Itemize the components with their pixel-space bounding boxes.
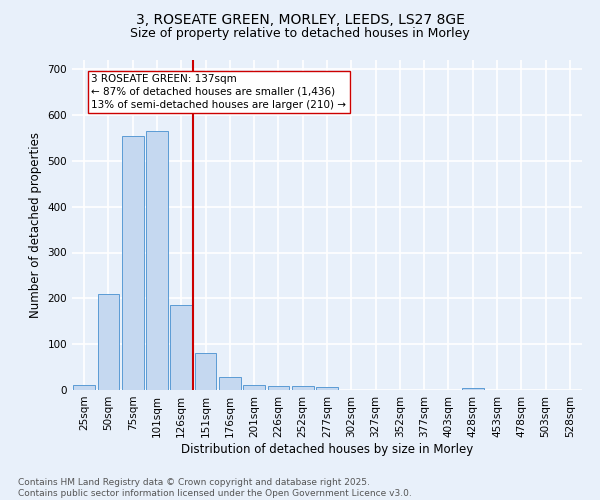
Bar <box>243 386 265 390</box>
Bar <box>219 377 241 390</box>
Bar <box>194 354 217 390</box>
Text: Contains HM Land Registry data © Crown copyright and database right 2025.
Contai: Contains HM Land Registry data © Crown c… <box>18 478 412 498</box>
Bar <box>146 131 168 390</box>
Text: 3, ROSEATE GREEN, MORLEY, LEEDS, LS27 8GE: 3, ROSEATE GREEN, MORLEY, LEEDS, LS27 8G… <box>136 12 464 26</box>
Bar <box>292 386 314 390</box>
Text: 3 ROSEATE GREEN: 137sqm
← 87% of detached houses are smaller (1,436)
13% of semi: 3 ROSEATE GREEN: 137sqm ← 87% of detache… <box>91 74 346 110</box>
X-axis label: Distribution of detached houses by size in Morley: Distribution of detached houses by size … <box>181 442 473 456</box>
Text: Size of property relative to detached houses in Morley: Size of property relative to detached ho… <box>130 28 470 40</box>
Bar <box>268 386 289 390</box>
Bar <box>122 136 143 390</box>
Bar <box>462 388 484 390</box>
Bar <box>73 386 95 390</box>
Y-axis label: Number of detached properties: Number of detached properties <box>29 132 42 318</box>
Bar <box>97 294 119 390</box>
Bar <box>170 305 192 390</box>
Bar <box>316 387 338 390</box>
